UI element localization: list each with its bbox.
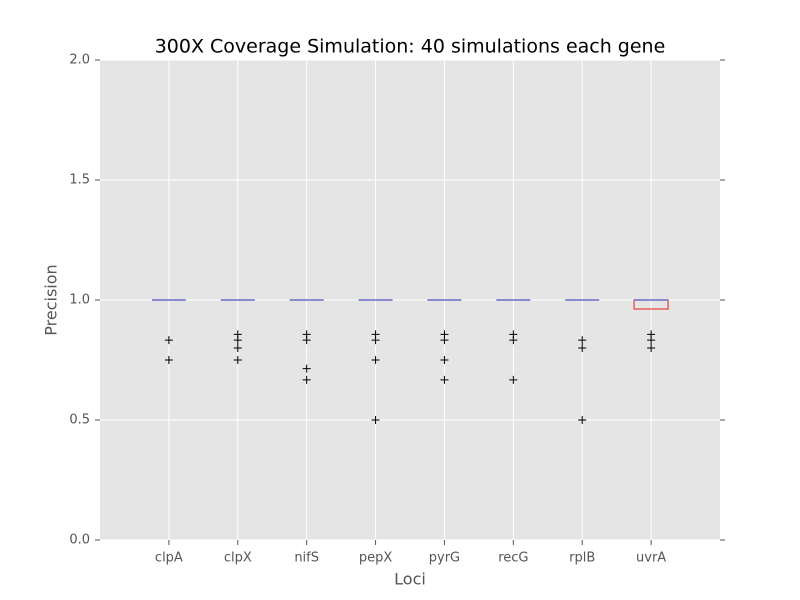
y-tick-label: 1.5 (69, 173, 90, 188)
outlier (509, 375, 518, 384)
outlier (647, 336, 656, 345)
outlier (371, 356, 380, 364)
outlier (578, 336, 587, 345)
outlier (302, 364, 311, 373)
outlier (440, 356, 449, 364)
outlier (233, 336, 242, 345)
x-axis-label: Loci (394, 570, 426, 589)
x-tick-label: recG (498, 551, 528, 566)
x-tick-label: nifS (294, 551, 319, 566)
x-tick-label: rplB (569, 551, 595, 566)
outlier (578, 416, 587, 424)
outlier (302, 336, 311, 345)
x-tick-label: clpX (224, 551, 252, 566)
outlier (440, 375, 449, 384)
x-tick-label: pepX (359, 551, 393, 566)
outlier (371, 416, 380, 424)
outlier (509, 336, 518, 345)
outlier (233, 344, 242, 352)
outlier (578, 344, 587, 352)
outlier (647, 344, 656, 352)
y-tick-label: 1.0 (69, 293, 90, 308)
x-tick-label: uvrA (636, 551, 666, 566)
chart-title: 300X Coverage Simulation: 40 simulations… (155, 36, 666, 58)
y-tick-label: 2.0 (69, 53, 90, 68)
outlier (164, 336, 173, 345)
x-tick-label: clpA (155, 551, 183, 566)
x-tick-label: pyrG (429, 551, 460, 566)
outlier (440, 336, 449, 345)
outlier (164, 356, 173, 364)
y-tick-label: 0.5 (69, 413, 90, 428)
outlier (302, 375, 311, 384)
outlier (233, 356, 242, 364)
y-tick-label: 0.0 (69, 533, 90, 548)
y-axis-label: Precision (42, 264, 61, 335)
outlier (371, 336, 380, 345)
